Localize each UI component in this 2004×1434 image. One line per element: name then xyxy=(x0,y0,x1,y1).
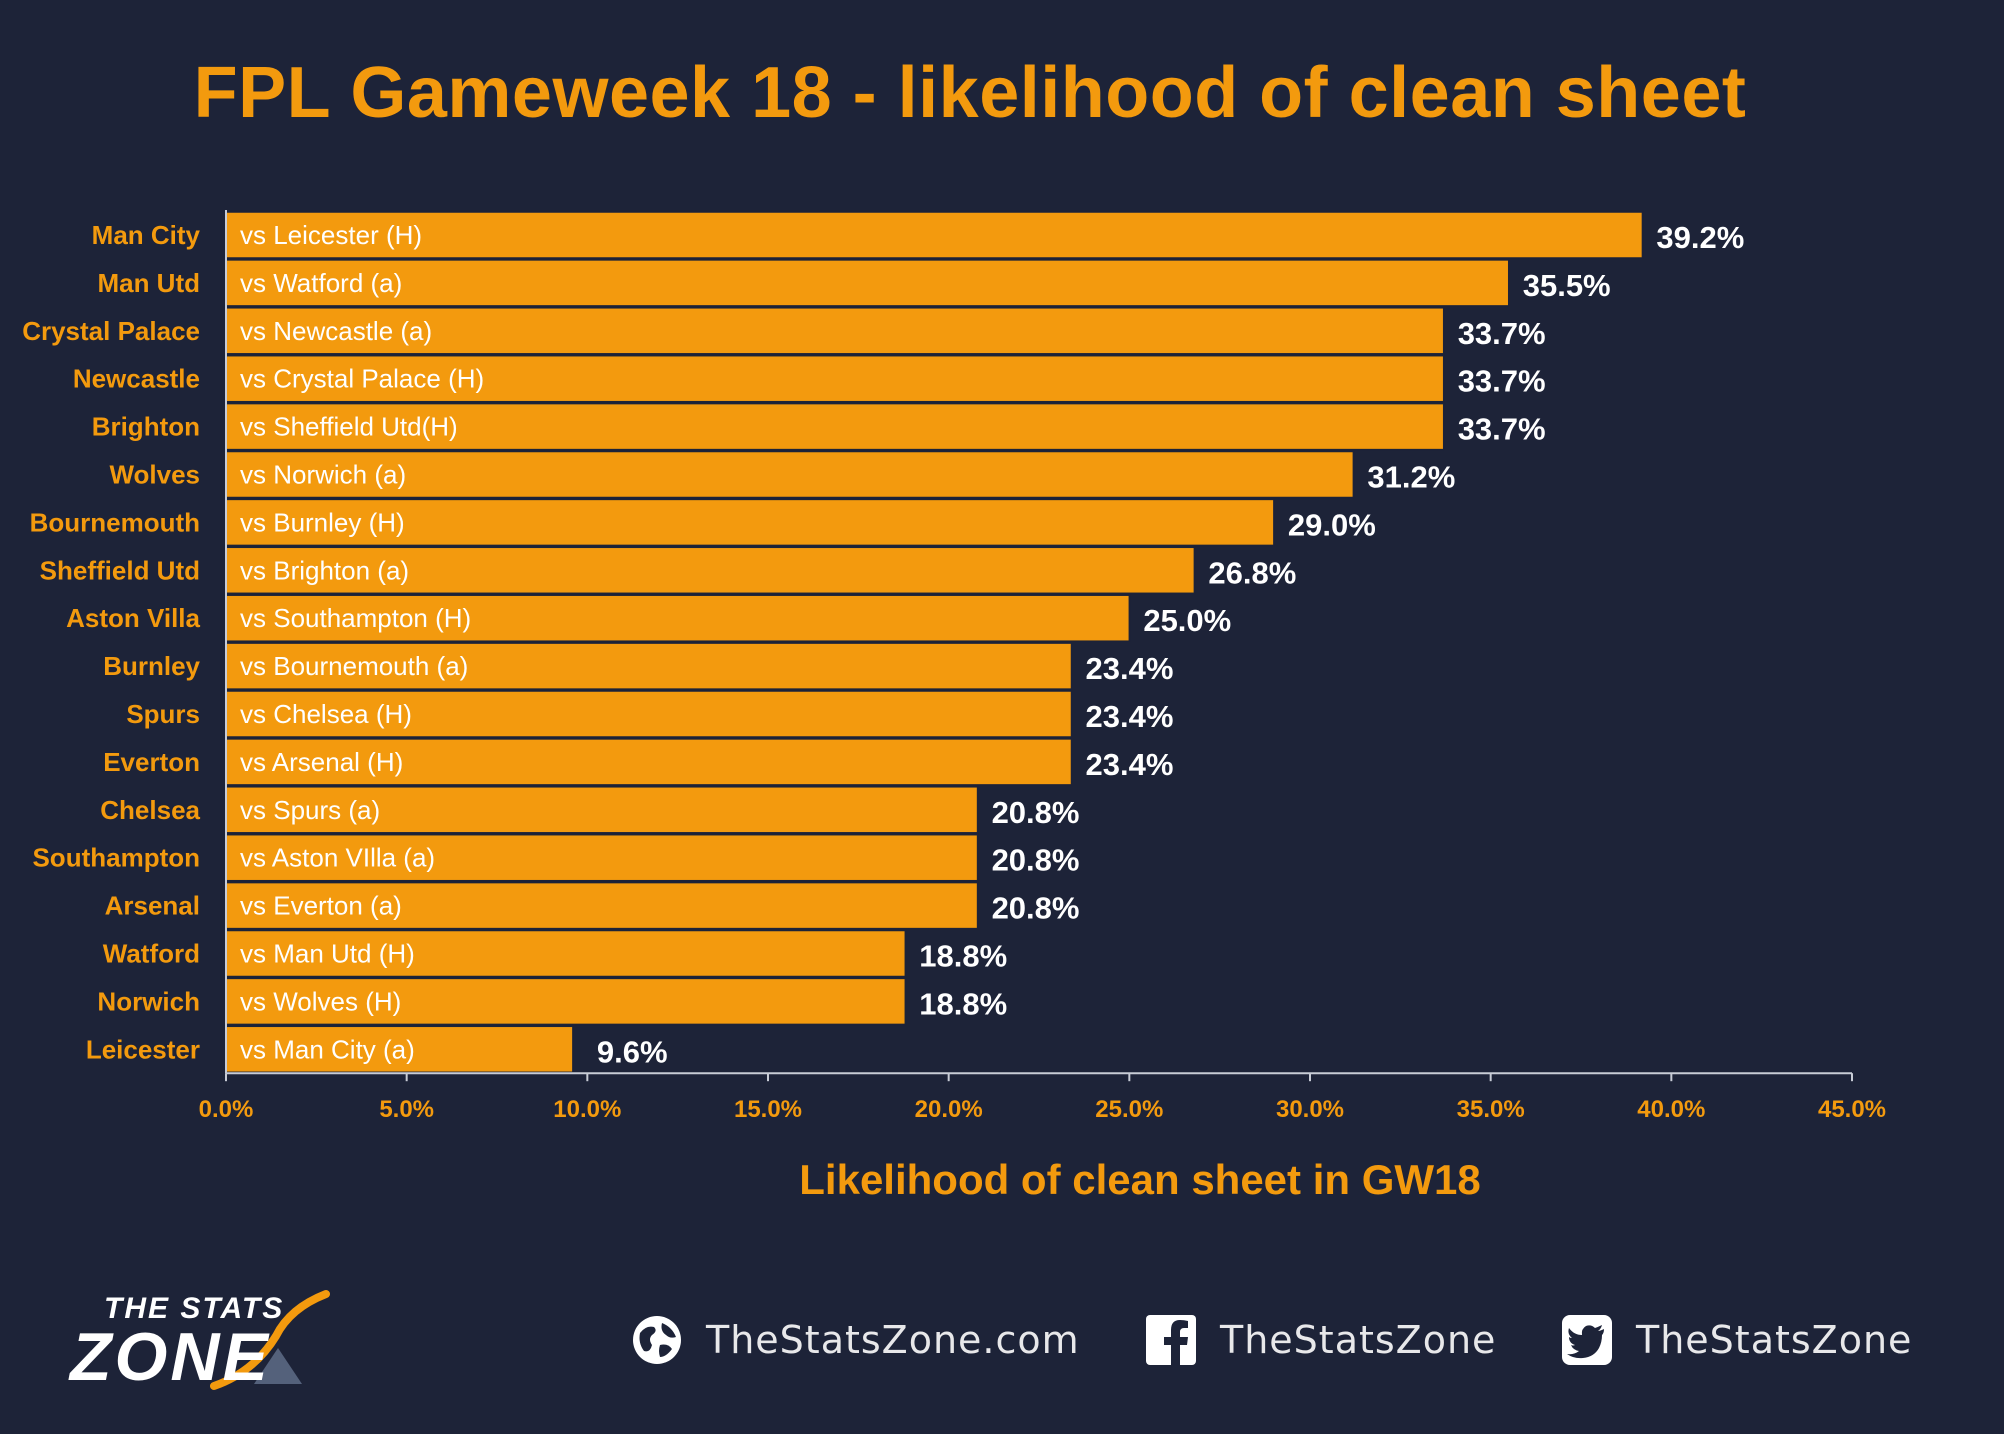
data-label: 26.8% xyxy=(1208,555,1296,590)
bar xyxy=(225,1025,574,1074)
x-tick-label: 25.0% xyxy=(1095,1096,1163,1123)
x-tick-label: 30.0% xyxy=(1276,1096,1344,1123)
data-label: 18.8% xyxy=(919,939,1007,974)
bar xyxy=(225,450,1355,499)
x-tick-label: 35.0% xyxy=(1457,1096,1525,1123)
fixture-label: vs Burnley (H) xyxy=(240,507,405,537)
category-label: Watford xyxy=(103,939,200,969)
x-axis: 0.0% 5.0% 10.0% 15.0% 20.0% 25.0% 30.0% 35.0% 40… xyxy=(199,210,1886,1123)
fixture-label: vs Crystal Palace (H) xyxy=(240,364,484,394)
data-label: 35.5% xyxy=(1523,268,1611,303)
data-label: 23.4% xyxy=(1086,651,1174,686)
twitter-link[interactable]: TheStatsZone xyxy=(1560,1310,1912,1370)
x-axis-label: Likelihood of clean sheet in GW18 xyxy=(799,1156,1481,1203)
chart-title: FPL Gameweek 18 - likelihood of clean sh… xyxy=(193,53,1747,133)
category-label: Man City xyxy=(92,220,201,250)
facebook-icon xyxy=(1146,1315,1196,1365)
data-label: 33.7% xyxy=(1458,412,1546,447)
category-label: Bournemouth xyxy=(30,507,200,537)
category-label: Norwich xyxy=(97,986,200,1016)
data-label: 31.2% xyxy=(1367,460,1455,495)
data-label: 23.4% xyxy=(1086,699,1174,734)
fixture-label: vs Chelsea (H) xyxy=(240,699,412,729)
bar xyxy=(225,307,1445,355)
x-tick-label: 15.0% xyxy=(734,1096,802,1123)
data-label: 20.8% xyxy=(992,891,1080,926)
category-label: Newcastle xyxy=(73,364,200,394)
fixture-label: vs Newcastle (a) xyxy=(240,316,432,346)
fixture-label: vs Sheffield Utd(H) xyxy=(240,412,458,442)
data-label: 18.8% xyxy=(919,986,1007,1021)
stats-zone-logo: THE STATS ZONE xyxy=(64,1288,424,1398)
category-label: Everton xyxy=(103,747,200,777)
logo-text-top: THE STATS xyxy=(104,1292,285,1325)
fixture-label: vs Man Utd (H) xyxy=(240,939,415,969)
bar xyxy=(225,738,1073,786)
data-label: 9.6% xyxy=(597,1034,668,1069)
fixture-label: vs Spurs (a) xyxy=(240,795,380,825)
globe-icon xyxy=(633,1316,681,1364)
data-label: 20.8% xyxy=(992,795,1080,830)
x-tick-label: 20.0% xyxy=(915,1096,983,1123)
bar xyxy=(225,977,907,1026)
bar xyxy=(225,594,1131,642)
twitter-icon xyxy=(1562,1315,1612,1365)
logo-swoosh xyxy=(210,1290,330,1390)
data-label: 25.0% xyxy=(1143,603,1231,638)
category-label: Man Utd xyxy=(97,268,200,298)
facebook-link[interactable]: TheStatsZone xyxy=(1144,1310,1496,1370)
fixture-label: vs Bournemouth (a) xyxy=(240,651,468,681)
category-label: Aston Villa xyxy=(66,603,200,633)
fixture-label: vs Southampton (H) xyxy=(240,603,471,633)
data-label: 23.4% xyxy=(1086,747,1174,782)
x-tick-label: 45.0% xyxy=(1818,1096,1886,1123)
x-tick-label: 0.0% xyxy=(199,1096,254,1123)
fixture-label: vs Watford (a) xyxy=(240,268,402,298)
bar xyxy=(225,402,1445,451)
category-label: Crystal Palace xyxy=(22,316,200,346)
category-label: Leicester xyxy=(86,1034,200,1064)
category-label: Burnley xyxy=(103,651,200,681)
fixture-label: vs Norwich (a) xyxy=(240,460,406,490)
data-label: 39.2% xyxy=(1656,220,1744,255)
x-tick-label: 10.0% xyxy=(553,1096,621,1123)
category-label: Chelsea xyxy=(100,795,200,825)
category-label: Brighton xyxy=(92,412,200,442)
fixture-label: vs Man City (a) xyxy=(240,1034,415,1064)
fixture-label: vs Arsenal (H) xyxy=(240,747,403,777)
fixture-label: vs Wolves (H) xyxy=(240,986,401,1016)
fixture-label: vs Leicester (H) xyxy=(240,220,422,250)
fixture-label: vs Brighton (a) xyxy=(240,555,409,585)
website-text: TheStatsZone.com xyxy=(706,1318,1080,1362)
category-label: Sheffield Utd xyxy=(40,555,200,585)
category-label: Spurs xyxy=(126,699,200,729)
data-label: 20.8% xyxy=(992,843,1080,878)
category-label: Southampton xyxy=(32,843,200,873)
bar xyxy=(225,881,979,930)
logo-text-bottom: ZONE xyxy=(70,1319,271,1395)
category-label: Arsenal xyxy=(105,891,200,921)
bar xyxy=(225,211,1644,259)
bar xyxy=(225,786,979,834)
bar xyxy=(225,546,1196,595)
bar xyxy=(225,498,1275,547)
fixture-label: vs Aston VIlla (a) xyxy=(240,843,435,873)
bar xyxy=(225,833,979,882)
website-link[interactable]: TheStatsZone.com xyxy=(630,1310,1080,1370)
facebook-text: TheStatsZone xyxy=(1220,1318,1497,1362)
bar xyxy=(225,354,1445,403)
bar xyxy=(225,929,907,978)
x-tick-label: 5.0% xyxy=(379,1096,434,1123)
bars-layer: Man City vs Leicester (H) 39.2% Man Utd vs W… xyxy=(22,211,1744,1074)
twitter-text: TheStatsZone xyxy=(1636,1318,1913,1362)
fixture-label: vs Everton (a) xyxy=(240,891,402,921)
x-tick-label: 40.0% xyxy=(1637,1096,1705,1123)
data-label: 33.7% xyxy=(1458,316,1546,351)
category-label: Wolves xyxy=(109,460,200,490)
data-label: 29.0% xyxy=(1288,507,1376,542)
data-label: 33.7% xyxy=(1458,364,1546,399)
bar xyxy=(225,259,1510,307)
